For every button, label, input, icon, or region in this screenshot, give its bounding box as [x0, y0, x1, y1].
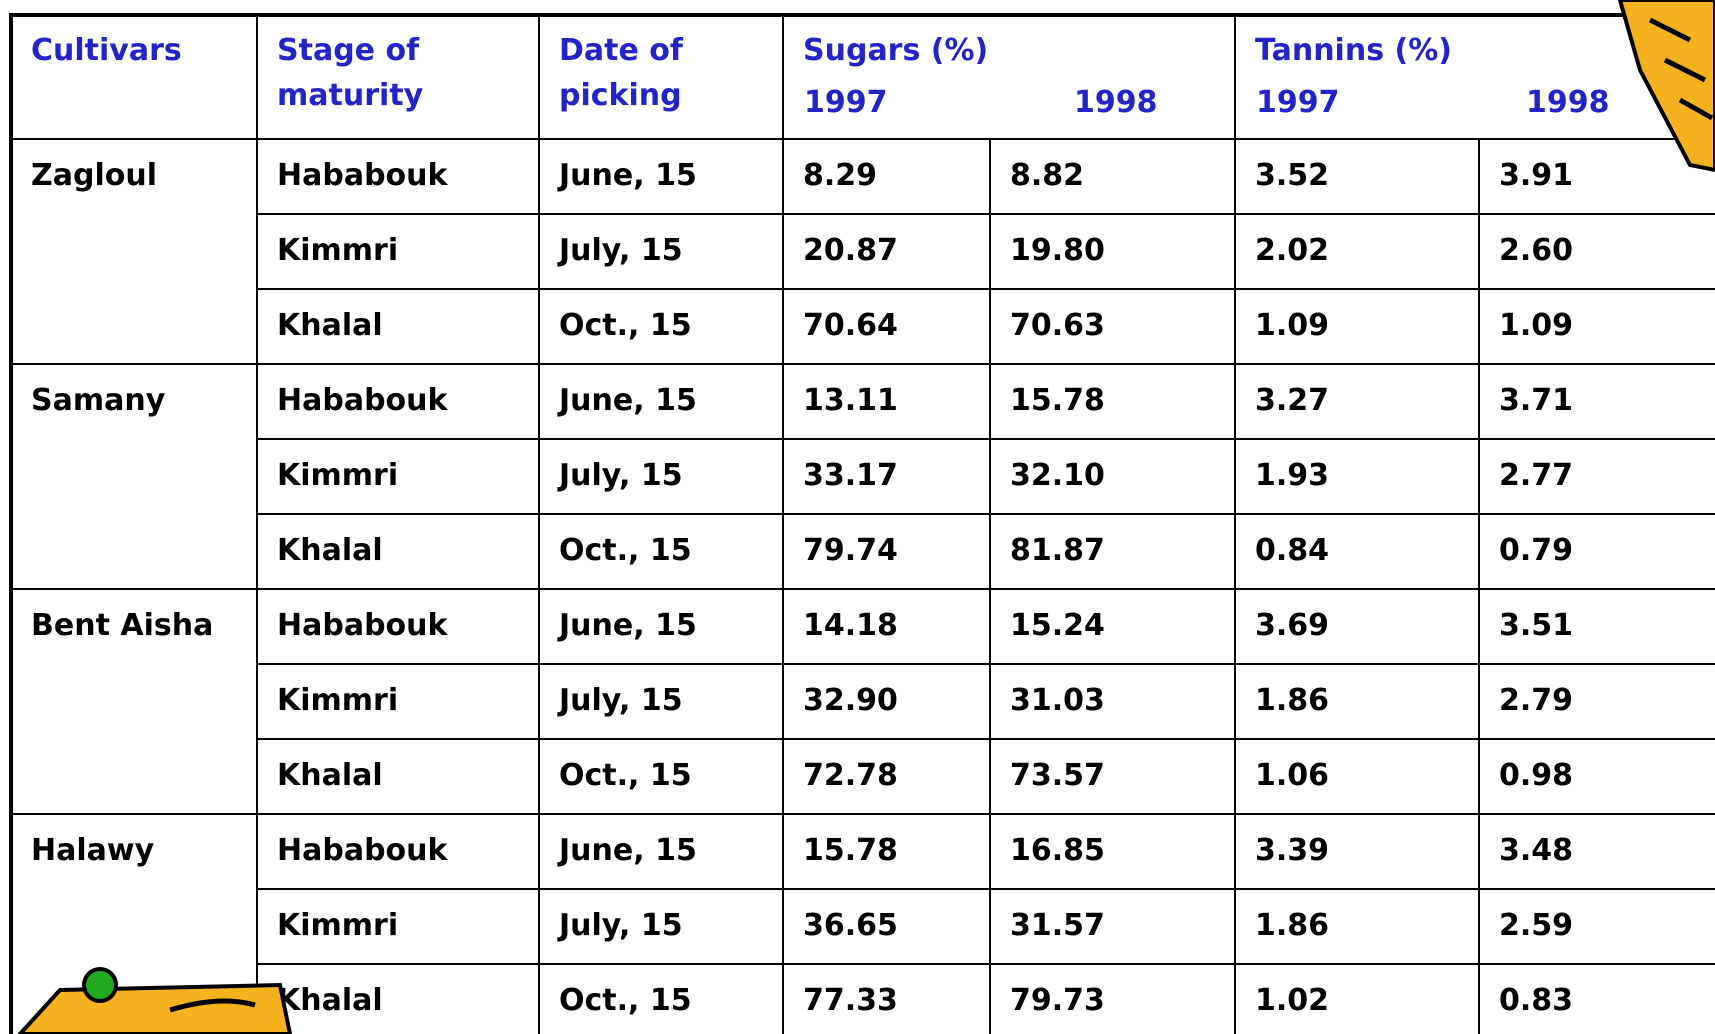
cell: 32.90	[803, 683, 898, 718]
year-header: 1997	[1256, 85, 1340, 120]
header-text: Stage of	[277, 33, 420, 68]
cell: Hababouk	[277, 608, 449, 643]
year-header: 1998	[1074, 85, 1158, 120]
header-text: Sugars (%)	[803, 33, 988, 68]
header-text: maturity	[277, 78, 424, 113]
cell: 33.17	[803, 458, 898, 493]
cell: June, 15	[557, 608, 697, 643]
cell: 36.65	[803, 908, 898, 943]
cultivar: Zagloul	[31, 158, 157, 193]
cell: Oct., 15	[559, 983, 692, 1018]
cell: Kimmri	[277, 908, 398, 943]
cell: 81.87	[1010, 533, 1105, 568]
cell: 1.09	[1255, 308, 1329, 343]
cell: June, 15	[557, 158, 697, 193]
cell: July, 15	[557, 683, 683, 718]
cell: 1.93	[1255, 458, 1329, 493]
cultivar: Halawy	[31, 833, 155, 868]
cell: 2.59	[1499, 908, 1573, 943]
header-text: Date of	[559, 33, 684, 68]
cell: 13.11	[803, 383, 898, 418]
cell: Oct., 15	[559, 533, 692, 568]
cell: 2.02	[1255, 233, 1329, 268]
cell: 8.82	[1010, 158, 1084, 193]
cell: 19.80	[1010, 233, 1105, 268]
cell: 79.74	[803, 533, 898, 568]
cell: Hababouk	[277, 383, 449, 418]
pencil-top-right	[1617, 0, 1715, 173]
cell: July, 15	[557, 908, 683, 943]
cell: June, 15	[557, 383, 697, 418]
cell: 20.87	[803, 233, 898, 268]
cell: 0.79	[1499, 533, 1573, 568]
cell: 3.52	[1255, 158, 1329, 193]
cell: 0.98	[1499, 758, 1573, 793]
cell: Hababouk	[277, 158, 449, 193]
cell: 1.86	[1255, 683, 1329, 718]
cell: 14.18	[803, 608, 898, 643]
cell: 3.71	[1499, 383, 1573, 418]
cell: 0.83	[1499, 983, 1573, 1018]
cell: 16.85	[1010, 833, 1105, 868]
year-header: 1997	[804, 85, 888, 120]
cell: 3.39	[1255, 833, 1329, 868]
cell: 3.27	[1255, 383, 1329, 418]
cell: Khalal	[277, 983, 383, 1018]
cell: 73.57	[1010, 758, 1105, 793]
cell: Kimmri	[277, 683, 398, 718]
cell: 1.09	[1499, 308, 1573, 343]
cell: 15.78	[803, 833, 898, 868]
cell: 3.48	[1499, 833, 1573, 868]
cell: 3.69	[1255, 608, 1329, 643]
cell: 31.57	[1010, 908, 1105, 943]
cell: Oct., 15	[559, 758, 692, 793]
cell: 1.02	[1255, 983, 1329, 1018]
cell: Kimmri	[277, 458, 398, 493]
cell: Kimmri	[277, 233, 398, 268]
cell: July, 15	[557, 233, 683, 268]
cell: Hababouk	[277, 833, 449, 868]
pencil-bottom-left	[17, 967, 293, 1034]
cell: 15.24	[1010, 608, 1105, 643]
cell: 2.77	[1499, 458, 1573, 493]
cell: Khalal	[277, 308, 383, 343]
header-text: Cultivars	[31, 33, 182, 68]
cell: 3.91	[1499, 158, 1573, 193]
cell: Khalal	[277, 758, 383, 793]
cultivar: Samany	[31, 383, 166, 418]
cell: 79.73	[1010, 983, 1105, 1018]
cultivar: Bent Aisha	[31, 608, 213, 643]
cell: 15.78	[1010, 383, 1105, 418]
cell: 2.79	[1499, 683, 1573, 718]
header-text: Tannins (%)	[1255, 33, 1452, 68]
cell: 31.03	[1010, 683, 1105, 718]
cell: 32.10	[1010, 458, 1105, 493]
cell: July, 15	[557, 458, 683, 493]
cell: Khalal	[277, 533, 383, 568]
cell: 2.60	[1499, 233, 1573, 268]
header-text: picking	[559, 78, 682, 113]
cell: 77.33	[803, 983, 898, 1018]
year-header: 1998	[1526, 85, 1610, 120]
cell: 3.51	[1499, 608, 1573, 643]
table-frame	[9, 13, 1715, 1034]
cell: 72.78	[803, 758, 898, 793]
cell: 70.64	[803, 308, 898, 343]
cell: 70.63	[1010, 308, 1105, 343]
cell: 1.06	[1255, 758, 1329, 793]
cell: 8.29	[803, 158, 877, 193]
cell: Oct., 15	[559, 308, 692, 343]
cell: 0.84	[1255, 533, 1329, 568]
cell: June, 15	[557, 833, 697, 868]
cell: 1.86	[1255, 908, 1329, 943]
